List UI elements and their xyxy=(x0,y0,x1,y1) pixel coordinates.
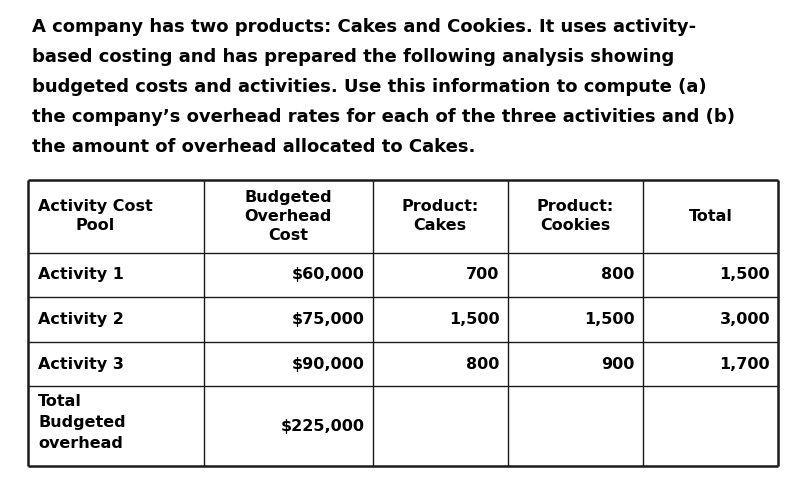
Text: 700: 700 xyxy=(466,268,500,282)
Text: $75,000: $75,000 xyxy=(292,312,365,327)
Text: Total: Total xyxy=(689,209,732,224)
Text: 3,000: 3,000 xyxy=(719,312,770,327)
Text: Product:
Cakes: Product: Cakes xyxy=(402,199,478,233)
Text: 1,700: 1,700 xyxy=(719,357,770,371)
Text: Total
Budgeted
overhead: Total Budgeted overhead xyxy=(38,394,126,451)
Text: 1,500: 1,500 xyxy=(719,268,770,282)
Text: Product:
Cookies: Product: Cookies xyxy=(537,199,614,233)
Text: the amount of overhead allocated to Cakes.: the amount of overhead allocated to Cake… xyxy=(32,138,475,156)
Text: Activity 1: Activity 1 xyxy=(38,268,124,282)
Text: $60,000: $60,000 xyxy=(292,268,365,282)
Text: Activity 2: Activity 2 xyxy=(38,312,124,327)
Text: 1,500: 1,500 xyxy=(584,312,635,327)
Text: $225,000: $225,000 xyxy=(281,419,365,434)
Text: 900: 900 xyxy=(602,357,635,371)
Text: 800: 800 xyxy=(466,357,500,371)
Text: the company’s overhead rates for each of the three activities and (b): the company’s overhead rates for each of… xyxy=(32,108,735,126)
Text: A company has two products: Cakes and Cookies. It uses activity-: A company has two products: Cakes and Co… xyxy=(32,18,696,36)
Text: based costing and has prepared the following analysis showing: based costing and has prepared the follo… xyxy=(32,48,674,66)
Text: Budgeted
Overhead
Cost: Budgeted Overhead Cost xyxy=(244,190,332,243)
Text: 1,500: 1,500 xyxy=(449,312,500,327)
Text: Activity 3: Activity 3 xyxy=(38,357,124,371)
Text: Activity Cost
Pool: Activity Cost Pool xyxy=(38,199,153,233)
Text: 800: 800 xyxy=(602,268,635,282)
Text: budgeted costs and activities. Use this information to compute (a): budgeted costs and activities. Use this … xyxy=(32,78,706,96)
Text: $90,000: $90,000 xyxy=(292,357,365,371)
